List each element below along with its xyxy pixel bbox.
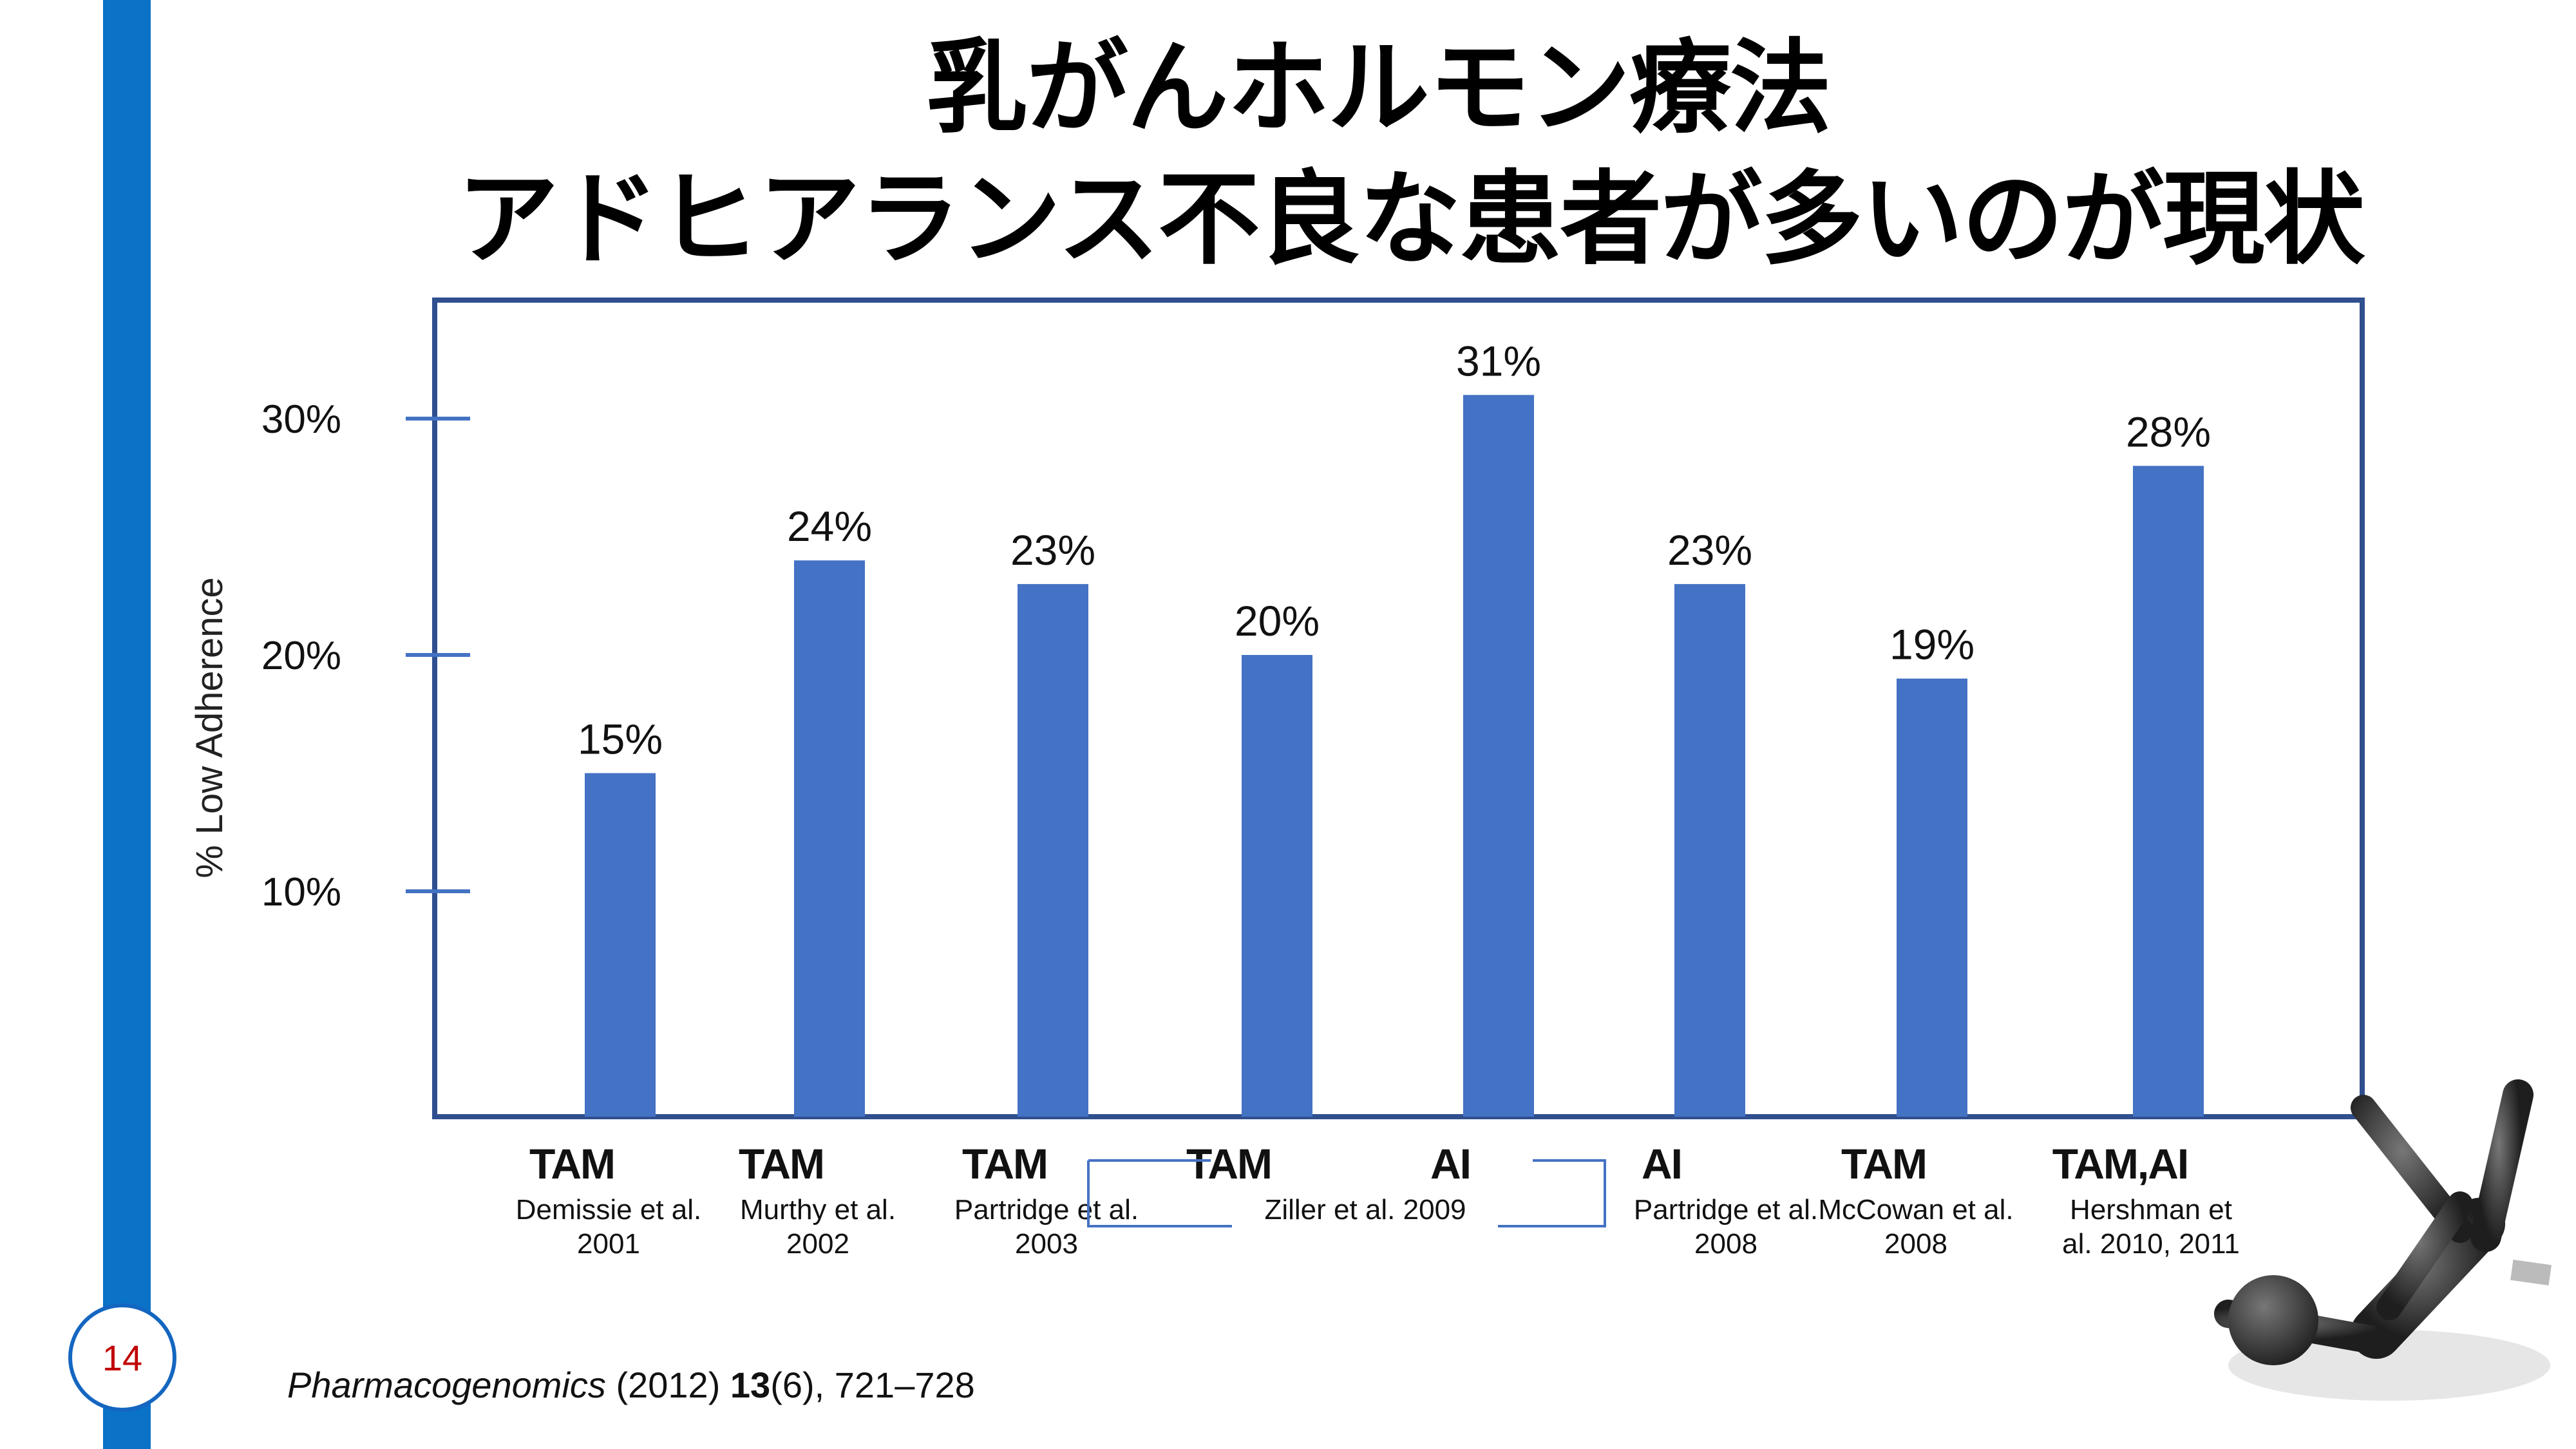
x-label-drug-6: AI [1642,1140,1681,1188]
x-label-study-line1-7: McCowan et al. [1818,1194,2013,1226]
bar-8 [2133,466,2204,1117]
x-label-study-line2-6: 2008 [1694,1228,1757,1260]
bar-3 [1018,583,1088,1117]
y-tick-label-30: 30% [261,397,341,442]
x-label-drug-4: TAM [1186,1140,1271,1188]
x-label-drug-2: TAM [739,1140,824,1188]
data-label-3: 23% [1010,526,1095,574]
bars-group [585,395,2204,1117]
x-labels-group: TAM TAM TAM TAM AI AI TAM TAM,AI Demissie et al.… [516,1140,2240,1260]
slide-title-line2: アドヒアランス不良な患者が多いのが現状 [457,160,2365,279]
ai-bracket-left [1087,1159,1232,1227]
x-label-study-line1-2: Murthy et al. [740,1194,896,1226]
y-tick-label-10: 10% [261,870,341,914]
y-axis: 10% 20% 30% [261,397,470,914]
ai-bracket-right [1498,1159,1606,1227]
y-axis-label: % Low Adherence [189,577,231,878]
slide-title-line1: 乳がんホルモン療法 [926,29,1832,147]
x-label-study-line1-1: Demissie et al. [516,1194,702,1226]
data-label-1: 15% [578,715,663,763]
bar-6 [1674,583,1745,1117]
x-label-study-line2-2: 2002 [786,1228,849,1260]
data-label-5: 31% [1456,337,1541,384]
data-label-8: 28% [2126,408,2211,455]
left-accent-bar [103,0,151,1449]
x-label-drug-3: TAM [962,1140,1047,1188]
bar-7 [1897,678,1967,1117]
x-label-study-line2-1: 2001 [577,1228,640,1260]
chart-frame [432,298,2365,1119]
x-label-drug-1: TAM [529,1140,614,1188]
x-label-study-line2-7: 2008 [1884,1228,1947,1260]
bar-5 [1463,395,1534,1117]
x-label-study-line2-3: 2003 [1015,1228,1078,1260]
citation-volume: 13 [730,1365,771,1405]
x-label-drug-7: TAM [1841,1140,1926,1188]
x-label-drug-5: AI [1430,1140,1470,1188]
y-tick-label-20: 20% [261,634,341,678]
x-label-study-line2-8: al. 2010, 2011 [2062,1228,2240,1260]
bar-1 [585,773,656,1117]
x-label-study-line1-6: Partridge et al. [1634,1194,1818,1226]
data-label-4: 20% [1235,597,1320,645]
citation-journal: Pharmacogenomics [287,1365,606,1405]
data-label-7: 19% [1889,621,1975,668]
page-number-badge: 14 [68,1303,176,1412]
citation: Pharmacogenomics (2012) 13(6), 721–728 [287,1364,975,1406]
x-label-study-line1-5: Ziller et al. 2009 [1264,1194,1466,1226]
x-label-study-line1-3: Partridge et al. [954,1194,1139,1226]
citation-year: (2012) [605,1365,730,1405]
page-number: 14 [102,1337,143,1378]
bar-2 [794,560,865,1117]
x-label-drug-8: TAM,AI [2052,1140,2188,1188]
x-label-study-line1-8: Hershman et [2070,1194,2232,1226]
data-label-6: 23% [1667,526,1752,574]
citation-pages: (6), 721–728 [770,1365,975,1405]
data-label-2: 24% [787,502,872,550]
bar-4 [1242,655,1312,1117]
fallen-person-illustration [2177,1063,2563,1426]
data-labels-group: 15% 24% 23% 20% 31% 23% 19% 28% [578,337,2211,762]
